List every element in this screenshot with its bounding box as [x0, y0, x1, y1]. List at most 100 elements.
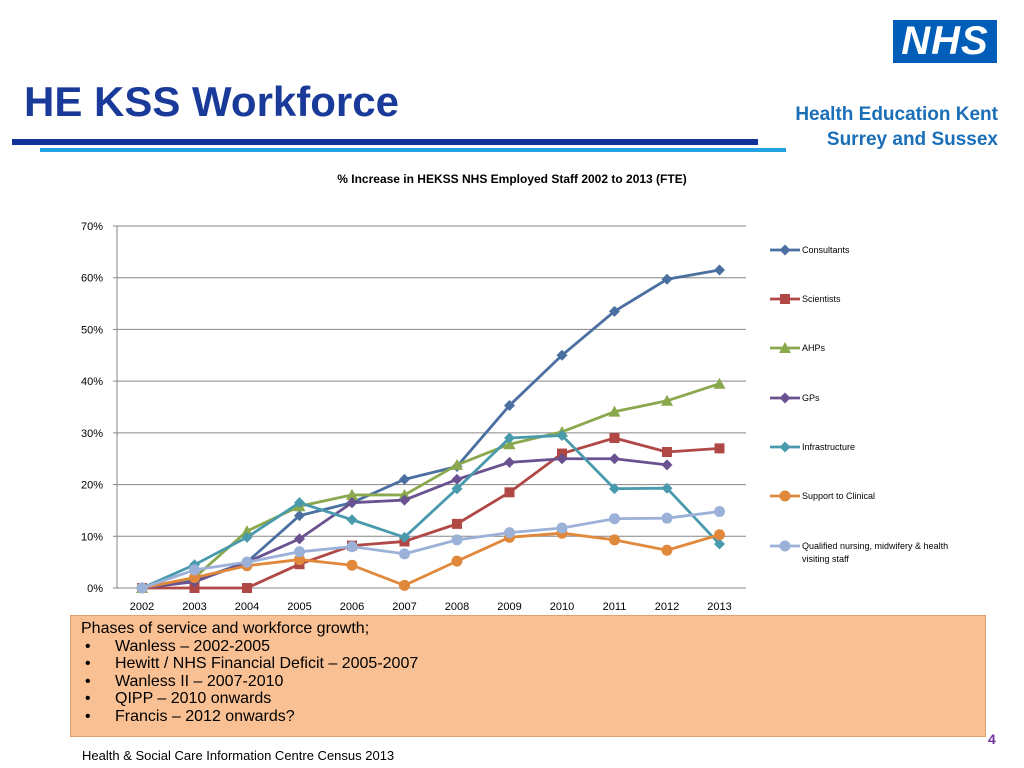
bullet-icon: •	[85, 637, 91, 655]
series-line	[141, 434, 721, 590]
data-point	[294, 533, 305, 545]
data-point	[399, 494, 410, 506]
data-point	[451, 458, 463, 470]
data-point	[661, 544, 673, 556]
phase-item: • Francis – 2012 onwards?	[81, 708, 975, 726]
x-tick-label: 2008	[445, 601, 469, 613]
x-tick-label: 2010	[550, 601, 574, 613]
y-tick-label: 10%	[81, 531, 103, 543]
series-line	[141, 510, 720, 590]
data-point	[609, 433, 620, 444]
chart-title: % Increase in HEKSS NHS Employed Staff 2…	[337, 172, 687, 186]
data-point	[346, 514, 358, 526]
legend-marker	[779, 490, 791, 502]
data-point	[399, 548, 410, 560]
data-point	[294, 554, 305, 566]
data-point	[714, 538, 725, 550]
data-point	[294, 497, 305, 509]
legend-label: Infrastructure	[802, 442, 855, 452]
data-point	[556, 453, 568, 465]
title-rule-dark	[12, 139, 758, 145]
series-line	[142, 436, 720, 590]
data-point	[241, 525, 253, 537]
data-point	[504, 456, 515, 468]
bullet-icon: •	[85, 690, 91, 707]
org-line-2: Surrey and Sussex	[826, 129, 998, 150]
data-point	[504, 527, 515, 539]
data-point	[609, 483, 620, 495]
bullet-icon: •	[85, 655, 91, 672]
data-point	[398, 488, 411, 500]
legend-label: Scientists	[802, 294, 841, 304]
line-chart: 0% 10% 20% 30% 40% 50% 60% 70% 2002 2003 2004 2005 2…	[81, 221, 948, 613]
data-point	[661, 459, 673, 471]
data-point	[714, 443, 725, 454]
phase-item: • Wanless – 2002-2005	[81, 638, 975, 656]
data-point	[294, 510, 305, 522]
page-number: 4	[988, 731, 996, 747]
phases-heading: Phases of service and workforce growth;	[81, 620, 370, 637]
data-point	[189, 583, 200, 593]
data-point	[504, 399, 515, 411]
x-tick-label: 2005	[287, 601, 311, 613]
phase-item: • QIPP – 2010 onwards	[81, 690, 975, 708]
legend-marker	[780, 294, 790, 304]
data-point	[241, 531, 253, 543]
data-point	[451, 534, 463, 546]
data-point	[504, 432, 515, 444]
data-point	[713, 377, 726, 389]
phase-item-text: Francis – 2012 onwards?	[115, 707, 295, 725]
x-tick-label: 2002	[130, 601, 154, 613]
data-point	[503, 438, 516, 450]
x-tick-label: 2003	[182, 601, 206, 613]
phase-item-text: Hewitt / NHS Financial Deficit – 2005-20…	[115, 655, 419, 672]
data-point	[661, 512, 673, 524]
data-point	[504, 487, 515, 498]
data-point	[136, 582, 148, 594]
series-line	[141, 268, 720, 590]
y-tick-label: 40%	[81, 376, 103, 388]
x-tick-label: 2009	[497, 601, 521, 613]
data-point	[294, 546, 305, 558]
legend-label: Support to Clinical	[802, 491, 875, 501]
org-line-1: Health Education Kent	[795, 104, 998, 125]
phase-item-text: Wanless II – 2007-2010	[115, 672, 284, 690]
legend-marker	[779, 342, 791, 353]
data-point	[451, 483, 463, 495]
data-point	[556, 429, 568, 441]
y-tick-label: 30%	[81, 428, 103, 440]
data-point	[346, 559, 358, 571]
legend-label: Consultants	[802, 245, 850, 255]
legend-label: GPs	[802, 393, 820, 403]
data-point	[608, 405, 621, 417]
data-point	[609, 305, 620, 317]
data-point	[714, 529, 725, 541]
legend-marker	[779, 540, 791, 552]
legend-marker	[779, 392, 791, 404]
data-point	[242, 583, 252, 593]
x-tick-label: 2011	[603, 601, 627, 613]
data-point	[399, 531, 410, 543]
data-point	[346, 541, 358, 553]
data-point	[609, 453, 620, 465]
phases-list: • Wanless – 2002-2005 • Hewitt / NHS Financ…	[81, 638, 975, 726]
legend-marker	[779, 244, 791, 256]
data-point	[452, 518, 462, 529]
data-point	[189, 572, 200, 584]
title-rule-light	[40, 148, 786, 152]
data-point	[609, 534, 620, 546]
page-title: HE KSS Workforce	[24, 78, 399, 125]
y-tick-label: 60%	[81, 273, 103, 285]
data-point	[399, 579, 410, 591]
phase-item-text: Wanless – 2002-2005	[115, 637, 271, 655]
data-point	[661, 482, 673, 494]
bullet-icon: •	[85, 672, 91, 690]
x-tick-label: 2012	[655, 601, 679, 613]
data-point	[346, 488, 358, 500]
data-point	[451, 473, 463, 485]
data-point	[189, 564, 200, 576]
data-point	[714, 264, 725, 276]
x-tick-label: 2007	[392, 601, 416, 613]
x-tick-label: 2004	[235, 601, 259, 613]
data-point	[661, 394, 673, 406]
